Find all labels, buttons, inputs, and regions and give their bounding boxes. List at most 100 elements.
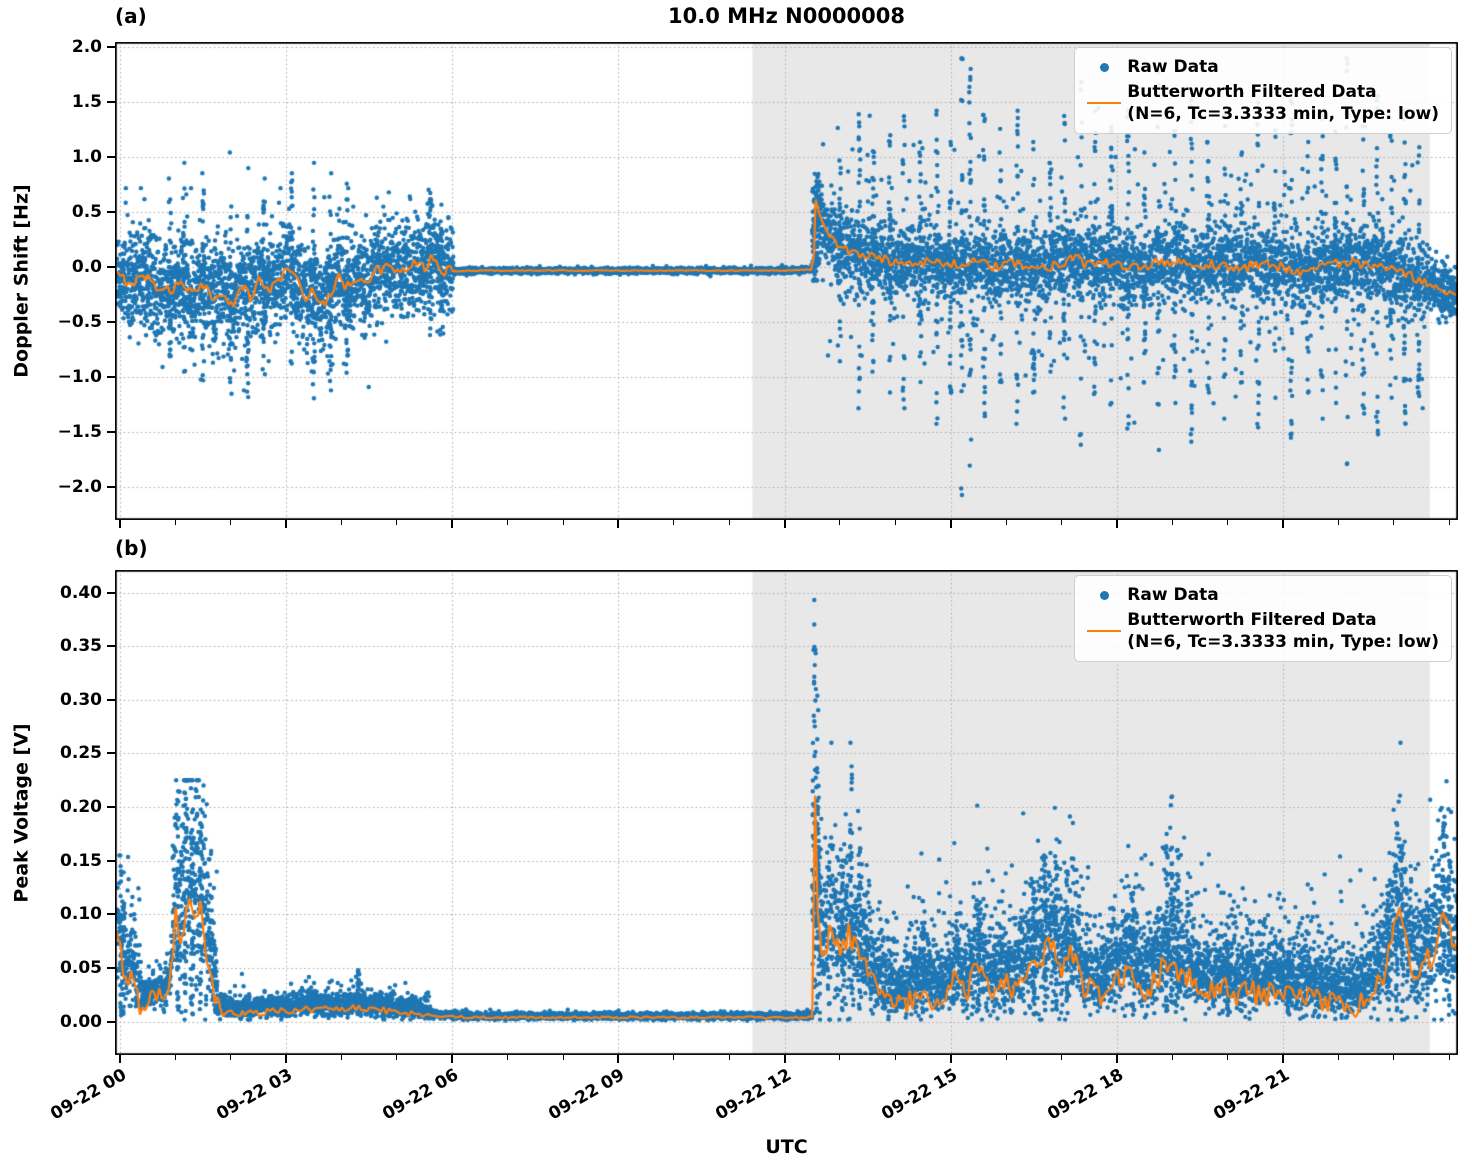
y-tick-label: −1.5 (57, 422, 102, 443)
x-major-tick (783, 520, 786, 528)
x-minor-tick (728, 1055, 730, 1060)
x-major-tick (1115, 1055, 1118, 1063)
figure-title: 10.0 MHz N0000008 (668, 4, 905, 28)
x-minor-tick (1060, 1055, 1062, 1060)
y-major-tick (107, 1020, 115, 1023)
x-minor-tick (1393, 520, 1395, 525)
x-tick-label: 09-22 03 (213, 1065, 297, 1125)
legend-panel-a: Raw Data Butterworth Filtered Data (N=6, … (1074, 47, 1452, 134)
filtered-line-marker-icon (1087, 102, 1122, 104)
legend-filtered-entry: Butterworth Filtered Data (N=6, Tc=3.3333… (1081, 81, 1439, 125)
y-major-tick (107, 156, 115, 159)
x-tick-label: 09-22 00 (47, 1065, 130, 1125)
x-tick-label: 09-22 06 (379, 1065, 463, 1125)
x-minor-tick (1337, 520, 1339, 525)
y-tick-label: 0.20 (60, 797, 102, 818)
legend-filtered-sublabel: (N=6, Tc=3.3333 min, Type: low) (1127, 632, 1439, 652)
y-tick-label: −0.5 (57, 312, 102, 333)
x-major-tick (285, 520, 288, 528)
y-tick-label: −1.0 (57, 367, 102, 388)
y-tick-label: 0.5 (71, 202, 102, 223)
x-minor-tick (1171, 1055, 1173, 1060)
y-tick-label: 0.25 (60, 743, 102, 764)
y-tick-label: 0.05 (60, 958, 102, 979)
y-tick-label: 1.0 (71, 147, 102, 168)
x-tick-label: 09-22 21 (1210, 1065, 1293, 1125)
y-tick-label: 0.15 (60, 850, 102, 871)
legend-filtered-label: Butterworth Filtered Data (1127, 610, 1377, 630)
x-major-tick (1115, 520, 1118, 528)
x-minor-tick (341, 1055, 342, 1060)
y-major-tick (107, 967, 115, 970)
legend-filtered-label: Butterworth Filtered Data (1127, 82, 1377, 102)
x-tick-label: 09-22 12 (711, 1065, 795, 1125)
y-major-tick (107, 46, 115, 49)
panel-a-ylabel: Doppler Shift [Hz] (0, 42, 44, 520)
y-major-tick (107, 431, 115, 434)
y-tick-label: 0.35 (60, 636, 102, 657)
legend-marker-cell (1081, 590, 1127, 600)
x-minor-tick (894, 520, 896, 525)
legend-raw-entry: Raw Data (1081, 584, 1439, 606)
y-major-tick (107, 859, 115, 862)
x-minor-tick (1337, 1055, 1339, 1060)
legend-filtered-text: Butterworth Filtered Data (N=6, Tc=3.3333… (1127, 81, 1439, 125)
legend-raw-label: Raw Data (1127, 57, 1219, 77)
y-major-tick (107, 752, 115, 755)
panel-a-label: (a) (115, 4, 147, 28)
legend-marker-cell (1081, 630, 1127, 632)
legend-panel-b: Raw Data Butterworth Filtered Data (N=6, … (1074, 575, 1452, 662)
x-minor-tick (174, 1055, 176, 1060)
x-minor-tick (1171, 520, 1173, 525)
legend-filtered-text: Butterworth Filtered Data (N=6, Tc=3.3333… (1127, 609, 1439, 653)
x-minor-tick (507, 1055, 509, 1060)
x-minor-tick (839, 1055, 841, 1060)
y-tick-label: 1.5 (71, 92, 102, 113)
raw-data-dot-marker-icon (1099, 590, 1109, 600)
y-major-tick (107, 698, 115, 701)
y-tick-label: 0.30 (60, 689, 102, 710)
legend-filtered-entry: Butterworth Filtered Data (N=6, Tc=3.3333… (1081, 609, 1439, 653)
x-minor-tick (839, 520, 841, 525)
x-minor-tick (562, 1055, 564, 1060)
x-minor-tick (1393, 1055, 1395, 1060)
y-tick-label: 0.00 (60, 1011, 102, 1032)
x-major-tick (617, 520, 620, 528)
x-major-tick (949, 1055, 952, 1063)
y-major-tick (107, 913, 115, 916)
x-major-tick (451, 520, 454, 528)
x-tick-label: 09-22 15 (878, 1065, 961, 1125)
x-tick-label: 09-22 09 (545, 1065, 629, 1125)
y-tick-label: 0.10 (60, 904, 102, 925)
x-minor-tick (728, 520, 730, 525)
legend-raw-entry: Raw Data (1081, 56, 1439, 78)
x-major-tick (285, 1055, 288, 1063)
y-major-tick (107, 806, 115, 809)
x-axis-label: UTC (765, 1136, 808, 1158)
x-minor-tick (1005, 1055, 1007, 1060)
panel-b-label: (b) (115, 536, 148, 560)
x-major-tick (783, 1055, 786, 1063)
y-major-tick (107, 101, 115, 104)
y-tick-label: −2.0 (57, 477, 102, 498)
x-minor-tick (230, 1055, 232, 1060)
x-minor-tick (1448, 1055, 1450, 1060)
x-minor-tick (230, 520, 232, 525)
x-minor-tick (1060, 520, 1062, 525)
x-minor-tick (341, 520, 342, 525)
x-minor-tick (396, 1055, 398, 1060)
x-major-tick (118, 520, 121, 528)
y-major-tick (107, 266, 115, 269)
x-minor-tick (1227, 520, 1229, 525)
y-major-tick (107, 376, 115, 379)
y-major-tick (107, 211, 115, 214)
x-minor-tick (562, 520, 564, 525)
x-major-tick (617, 1055, 620, 1063)
raw-data-dot-marker-icon (1099, 62, 1109, 72)
y-tick-label: 2.0 (71, 37, 102, 58)
x-minor-tick (396, 520, 398, 525)
x-major-tick (949, 520, 952, 528)
x-minor-tick (507, 520, 509, 525)
y-major-tick (107, 321, 115, 324)
y-major-tick (107, 591, 115, 594)
